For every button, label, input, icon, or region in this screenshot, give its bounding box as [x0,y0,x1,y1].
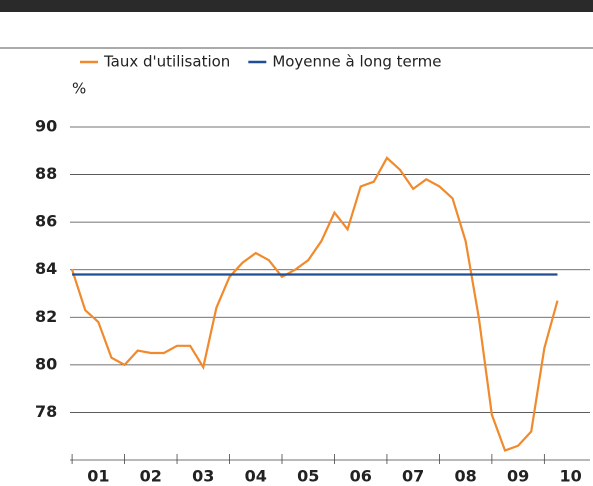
x-tick-label: 08 [455,467,477,486]
x-tick-label: 09 [507,467,529,486]
y-tick-label: 84 [35,259,57,278]
y-tick-label: 86 [35,212,57,231]
x-tick-label: 04 [245,467,267,486]
x-tick-label: 02 [140,467,162,486]
x-tick-label: 07 [402,467,424,486]
x-tick-label: 06 [350,467,372,486]
y-tick-label: 80 [35,354,57,373]
y-tick-label: 90 [35,117,57,136]
x-tick-label: 03 [192,467,214,486]
series-line [71,156,559,452]
x-tick-label: 10 [559,467,581,486]
x-tick-label: 01 [87,467,109,486]
y-tick-label: 82 [35,307,57,326]
y-tick-label: 78 [35,402,57,421]
y-unit: % [72,80,86,98]
y-tick-label: 88 [35,164,57,183]
legend-label: Moyenne à long terme [272,53,441,71]
header-bar [0,0,593,12]
x-tick-label: 05 [297,467,319,486]
legend-label: Taux d'utilisation [103,53,230,71]
